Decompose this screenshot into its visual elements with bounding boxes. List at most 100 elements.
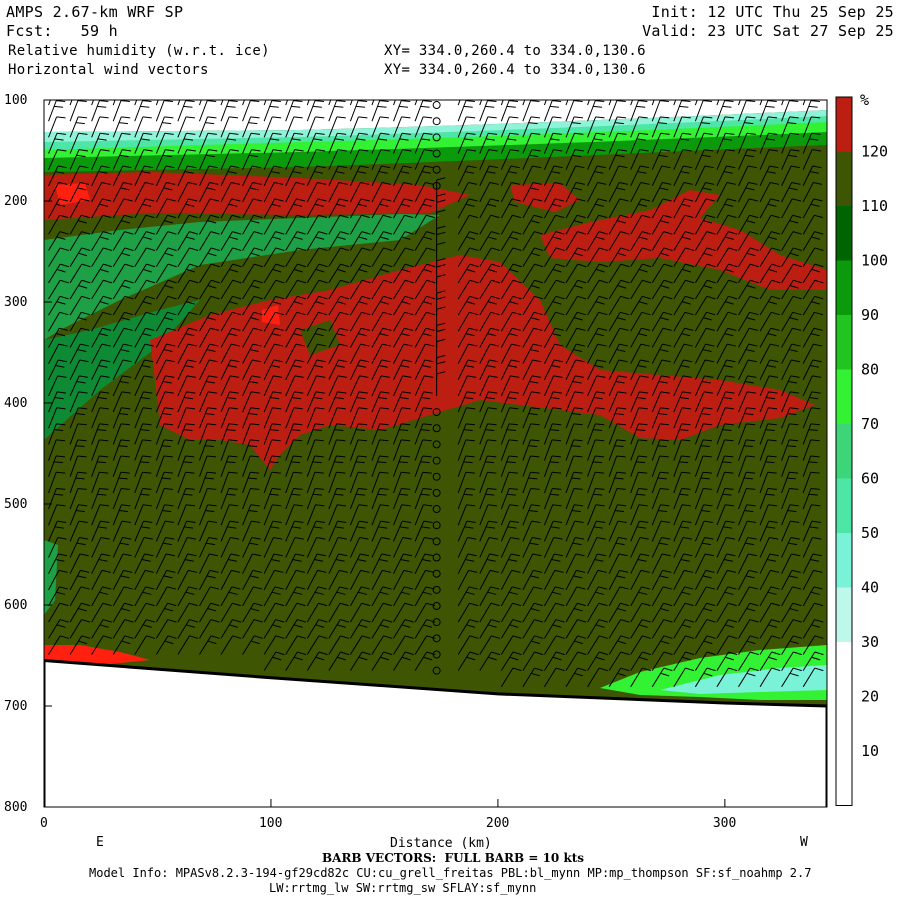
wind-barb: [285, 635, 307, 655]
barb-staff: [285, 651, 298, 671]
wind-barb: [651, 279, 673, 300]
barb-staff: [328, 280, 341, 300]
barb-staff: [48, 359, 59, 380]
barb-feather: [595, 132, 606, 135]
barb-feather: [555, 651, 565, 656]
barb-feather: [466, 488, 476, 490]
wind-barb: [91, 214, 112, 235]
wind-barb: [349, 198, 370, 219]
barb-staff: [242, 375, 253, 397]
barb-feather: [293, 439, 303, 442]
barb-feather: [421, 526, 431, 529]
wind-barb: [479, 635, 501, 655]
barb-feather: [336, 116, 346, 119]
wind-barb: [242, 471, 260, 494]
barb-feather: [78, 407, 88, 410]
barb-feather: [229, 504, 239, 507]
wind-barb: [479, 455, 497, 477]
wind-barb: [414, 391, 433, 413]
barb-staff: [587, 165, 598, 187]
barb-feather: [209, 198, 219, 202]
wind-barb: [587, 569, 607, 591]
wind-barb: [651, 181, 672, 203]
wind-barb: [349, 116, 368, 138]
wind-barb: [414, 214, 435, 235]
barb-staff: [544, 296, 557, 316]
barb-feather: [144, 165, 154, 169]
barb-feather: [274, 586, 284, 590]
wind-barb: [155, 181, 176, 203]
barb-staff: [177, 520, 188, 542]
barb-feather: [660, 132, 670, 135]
barb-feather: [164, 116, 174, 119]
barb-feather: [271, 488, 282, 490]
wind-barb: [306, 165, 326, 187]
wind-barb: [91, 181, 111, 203]
barb-staff: [587, 198, 599, 219]
wind-barb: [220, 149, 239, 170]
barb-feather: [661, 165, 671, 169]
barb-feather: [356, 526, 366, 529]
barb-staff: [630, 280, 643, 300]
wind-barb: [328, 343, 348, 364]
barb-feather: [296, 602, 306, 607]
wind-barb: [587, 635, 608, 655]
wind-barb: [587, 116, 605, 138]
wind-barb: [457, 359, 477, 380]
barb-feather: [593, 429, 603, 431]
wind-barb: [155, 343, 176, 364]
barb-feather: [271, 100, 281, 102]
barb-staff: [91, 231, 104, 251]
wind-barb: [522, 520, 541, 542]
barb-feather: [403, 569, 413, 573]
barb-staff: [328, 247, 341, 267]
barb-staff: [263, 407, 273, 429]
barb-feather: [229, 520, 239, 523]
wind-barb: [544, 263, 565, 284]
barb-feather: [595, 656, 605, 661]
barb-staff: [565, 343, 577, 364]
barb-feather: [167, 231, 177, 235]
barb-staff: [522, 537, 533, 558]
barb-feather: [381, 181, 391, 185]
barb-staff: [112, 635, 126, 655]
barb-feather: [465, 203, 475, 207]
barb-staff: [155, 133, 166, 154]
barb-feather: [189, 263, 199, 268]
barb-feather: [314, 559, 324, 562]
wind-barb: [349, 100, 368, 122]
barb-feather: [488, 132, 498, 135]
barb-feather: [360, 553, 370, 557]
barb-feather: [487, 236, 497, 240]
barb-feather: [293, 504, 303, 507]
barb-feather: [121, 520, 131, 523]
barb-staff: [587, 296, 600, 316]
barb-feather: [337, 149, 347, 152]
calm-circle: [432, 553, 441, 562]
barb-staff: [630, 651, 643, 671]
barb-staff: [285, 296, 298, 316]
barb-staff: [242, 455, 251, 477]
barb-staff: [48, 215, 60, 235]
barb-feather: [404, 214, 414, 219]
barb-feather: [598, 327, 608, 331]
barb-feather: [295, 569, 305, 573]
barb-staff: [565, 215, 578, 235]
barb-feather: [226, 493, 236, 496]
barb-staff: [651, 343, 663, 364]
barb-feather: [425, 214, 435, 219]
barb-feather: [637, 365, 647, 368]
barb-staff: [371, 231, 384, 251]
barb-staff: [91, 343, 103, 364]
barb-feather: [316, 359, 326, 363]
barb-staff: [112, 570, 124, 591]
wind-barb: [91, 471, 109, 494]
barb-staff: [285, 455, 294, 477]
wind-barb: [479, 181, 499, 203]
barb-feather: [530, 423, 540, 426]
barb-staff: [199, 586, 211, 607]
wind-barb: [608, 311, 630, 332]
barb-feather: [663, 602, 673, 607]
barb-staff: [306, 100, 310, 106]
barb-feather: [577, 619, 587, 623]
